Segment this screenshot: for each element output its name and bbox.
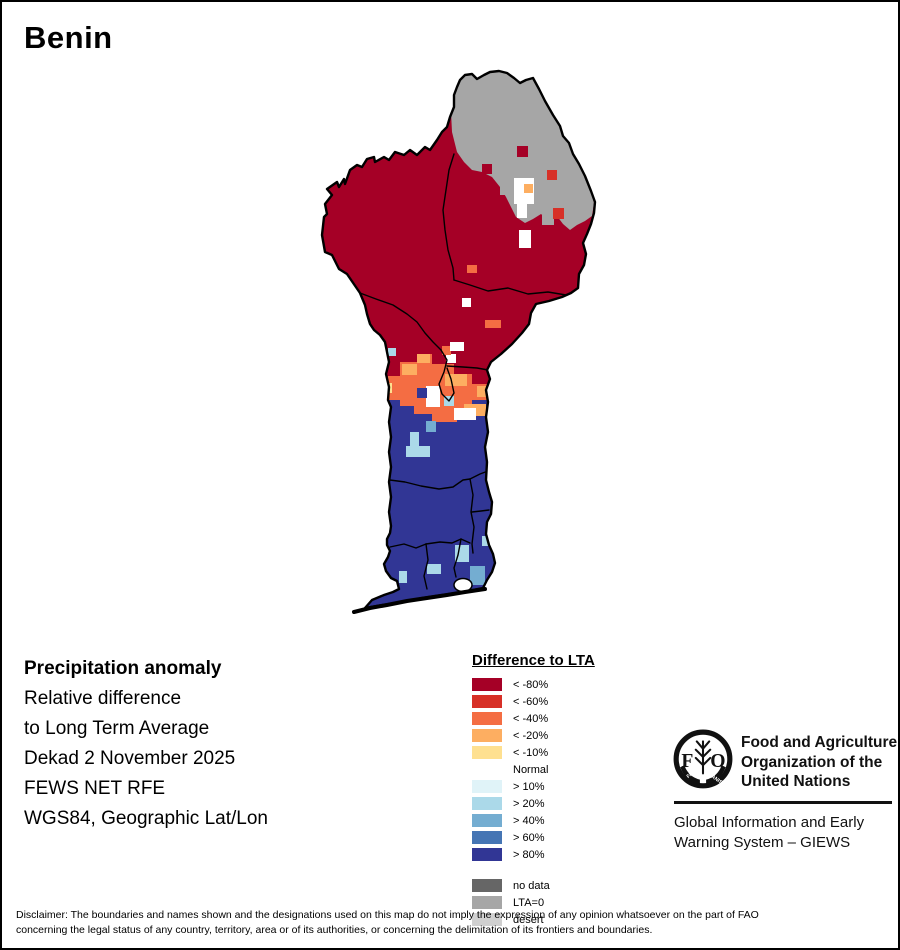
legend-label: < -20% xyxy=(513,729,549,742)
legend-swatch xyxy=(472,746,502,759)
legend-row: LTA=0 xyxy=(472,894,595,911)
info-line: to Long Term Average xyxy=(24,718,210,739)
legend-label: > 60% xyxy=(513,831,545,844)
legend: Difference to LTA < -80% < -60% < -40% <… xyxy=(472,652,595,928)
legend-gap xyxy=(472,863,595,877)
legend-row: > 60% xyxy=(472,829,595,846)
legend-label: > 10% xyxy=(513,780,545,793)
legend-label: < -60% xyxy=(513,695,549,708)
fao-logo: F O FIAT PANIS xyxy=(673,729,733,789)
legend-row: > 40% xyxy=(472,812,595,829)
legend-label: < -40% xyxy=(513,712,549,725)
legend-row: > 10% xyxy=(472,778,595,795)
legend-swatch xyxy=(472,712,502,725)
map-info-block: Precipitation anomaly Relative differenc… xyxy=(24,654,268,834)
legend-row: desert xyxy=(472,911,595,928)
info-line: Precipitation anomaly xyxy=(24,658,222,679)
legend-swatch xyxy=(472,695,502,708)
legend-swatch xyxy=(472,848,502,861)
country-outline xyxy=(320,69,597,610)
legend-swatch xyxy=(472,729,502,742)
fao-org-line: United Nations xyxy=(741,773,851,790)
fao-org-line: Organization of the xyxy=(741,753,883,771)
fao-motto-fiat: FIAT xyxy=(686,768,699,780)
legend-label: desert xyxy=(513,913,544,926)
giews-name: Global Information and Early Warning Sys… xyxy=(674,813,864,853)
legend-label: > 20% xyxy=(513,797,545,810)
legend-swatch xyxy=(472,763,502,776)
legend-row: < -60% xyxy=(472,693,595,710)
fao-divider xyxy=(674,801,892,804)
legend-row: no data xyxy=(472,877,595,894)
legend-swatch xyxy=(472,780,502,793)
fao-logo-wedge-right xyxy=(706,765,726,785)
legend-row: < -40% xyxy=(472,710,595,727)
info-line: Relative difference xyxy=(24,688,182,709)
fao-org-line: Food and Agriculture xyxy=(741,734,898,751)
legend-label: < -10% xyxy=(513,746,549,759)
legend-label: > 80% xyxy=(513,848,545,861)
legend-title: Difference to LTA xyxy=(472,652,595,669)
disclaimer-line: Disclaimer: The boundaries and names sho… xyxy=(16,909,759,921)
legend-row: Normal xyxy=(472,761,595,778)
legend-row: < -80% xyxy=(472,676,595,693)
legend-label: > 40% xyxy=(513,814,545,827)
legend-swatch xyxy=(472,896,502,909)
giews-line: Global Information and Early xyxy=(674,814,865,831)
page-title: Benin xyxy=(24,20,113,55)
giews-line: Warning System – GIEWS xyxy=(674,834,851,851)
info-line: WGS84, Geographic Lat/Lon xyxy=(24,808,268,829)
fao-org-name: Food and Agriculture Organization of the… xyxy=(741,733,897,792)
legend-swatch xyxy=(472,797,502,810)
legend-swatch xyxy=(472,831,502,844)
legend-row: < -10% xyxy=(472,744,595,761)
legend-swatch xyxy=(472,879,502,892)
legend-row: > 20% xyxy=(472,795,595,812)
fao-logo-wedge-left xyxy=(680,765,700,785)
benin-map xyxy=(302,62,602,622)
legend-row: > 80% xyxy=(472,846,595,863)
legend-label: no data xyxy=(513,879,550,892)
disclaimer-line: concerning the legal status of any count… xyxy=(16,924,653,936)
benin-map-svg xyxy=(320,69,597,614)
legend-label: < -80% xyxy=(513,678,549,691)
legend-swatch xyxy=(472,814,502,827)
legend-row: < -20% xyxy=(472,727,595,744)
legend-swatch xyxy=(472,913,502,926)
legend-label: Normal xyxy=(513,763,549,776)
info-line: Dekad 2 November 2025 xyxy=(24,748,236,769)
legend-label: LTA=0 xyxy=(513,896,545,909)
legend-swatch xyxy=(472,678,502,691)
admin-boundaries xyxy=(359,153,579,590)
disclaimer: Disclaimer: The boundaries and names sho… xyxy=(16,908,759,938)
wheat-icon xyxy=(694,740,712,775)
coastline xyxy=(352,587,487,614)
info-line: FEWS NET RFE xyxy=(24,778,166,799)
